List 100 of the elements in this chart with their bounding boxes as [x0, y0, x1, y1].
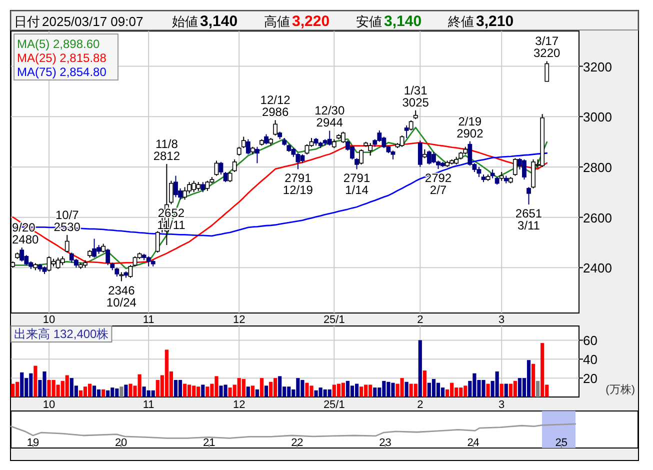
bar — [418, 340, 422, 397]
x-tick-label: 3 — [498, 314, 505, 326]
candlestick — [359, 148, 364, 165]
bar — [346, 380, 350, 397]
candlestick — [205, 180, 210, 192]
text: MA(5) 2,898.60 — [17, 37, 100, 51]
bar — [34, 366, 38, 397]
bar — [504, 384, 508, 397]
bar — [360, 386, 364, 397]
y-tick-label: 20 — [583, 371, 598, 386]
x-tick-label: 10 — [42, 314, 56, 326]
candlestick — [544, 60, 550, 82]
x-tick-label: 25/1 — [323, 314, 345, 326]
bar — [106, 390, 110, 397]
bar — [201, 384, 205, 397]
bar — [414, 384, 418, 397]
bar — [486, 384, 490, 397]
candlestick — [218, 161, 224, 176]
bar — [373, 388, 377, 397]
annotation: 2651 3/11 — [515, 206, 542, 232]
candlestick — [468, 140, 472, 166]
bar — [526, 360, 531, 397]
candlestick — [132, 256, 138, 267]
y-tick-label: 2400 — [583, 260, 612, 276]
text: 日付 — [14, 14, 40, 29]
text: 2025/03/17 09:07 — [42, 14, 144, 29]
annotation: 1/31 3025 — [402, 83, 430, 110]
bar — [88, 384, 92, 397]
y-tick-label: 3200 — [583, 59, 612, 74]
text: 3,220 — [292, 13, 330, 30]
candlestick — [408, 120, 414, 131]
bar — [328, 389, 332, 397]
candlestick — [255, 146, 260, 164]
bar — [260, 378, 264, 397]
candlestick — [200, 182, 206, 193]
x-tick-label: 20 — [114, 437, 128, 449]
candlestick — [128, 264, 133, 278]
bar — [92, 386, 96, 397]
x-tick-label: 12 — [232, 399, 246, 411]
annotation: 12/12 2986 — [260, 93, 291, 120]
x-tick-label: 3 — [498, 399, 505, 411]
bar — [513, 380, 517, 397]
text: 3,210 — [476, 13, 514, 30]
text: 3,140 — [200, 13, 238, 30]
bar — [174, 380, 178, 397]
x-tick-label: 10 — [42, 399, 56, 411]
candlestick — [526, 186, 531, 205]
candlestick — [304, 144, 310, 155]
candlestick — [64, 234, 70, 254]
bar — [20, 372, 24, 397]
annotation: 2792 2/7 — [424, 170, 452, 197]
bar — [242, 379, 246, 397]
candlestick — [246, 138, 250, 155]
annotation: 11/8 2812 — [153, 136, 180, 163]
y-tick-label: 2800 — [583, 160, 612, 175]
bar — [495, 371, 499, 397]
annotation: 3/17 3220 — [534, 34, 561, 60]
candlestick — [214, 160, 219, 176]
bar — [404, 382, 408, 397]
y-axis-title: (万株) — [606, 383, 635, 396]
candlestick — [46, 256, 52, 272]
bar — [65, 375, 69, 397]
candlestick — [264, 134, 268, 145]
text: MA(75) 2,854.80 — [17, 65, 107, 79]
text: 始値 — [172, 14, 198, 29]
x-tick-label: 24 — [467, 437, 480, 449]
bar — [120, 386, 124, 397]
candlestick — [119, 272, 124, 282]
x-tick-label: 22 — [291, 437, 304, 449]
candlestick — [228, 172, 232, 183]
bar — [540, 343, 544, 397]
bar — [11, 384, 15, 397]
x-tick-label: 21 — [203, 437, 216, 449]
candlestick — [169, 180, 174, 205]
annotation: 12/30 2944 — [314, 104, 345, 130]
candlestick — [404, 124, 409, 139]
bar — [436, 382, 440, 397]
bar — [432, 379, 436, 397]
x-tick-label: 12 — [232, 314, 246, 326]
x-tick-label: 25 — [555, 437, 568, 449]
candlestick — [476, 166, 482, 178]
annotation: 2346 10/24 — [106, 283, 137, 310]
text: 3,140 — [384, 13, 422, 30]
x-tick-label: 2 — [417, 314, 424, 326]
annotation: 2791 12/19 — [282, 171, 314, 198]
chart-title: 出来高 132,400株 — [14, 327, 109, 341]
bar — [536, 380, 540, 397]
bar — [354, 384, 359, 397]
candlestick — [418, 140, 422, 168]
candlestick — [327, 130, 332, 146]
text: 安値 — [356, 14, 382, 29]
text: MA(25) 2,815.88 — [17, 51, 107, 65]
annotation: 2791 1/14 — [343, 171, 370, 198]
bar — [255, 389, 260, 397]
candlestick — [273, 120, 278, 136]
bar — [246, 386, 250, 397]
candlestick — [232, 158, 237, 172]
bar — [278, 376, 282, 397]
bar — [422, 370, 426, 397]
bar — [182, 384, 187, 397]
